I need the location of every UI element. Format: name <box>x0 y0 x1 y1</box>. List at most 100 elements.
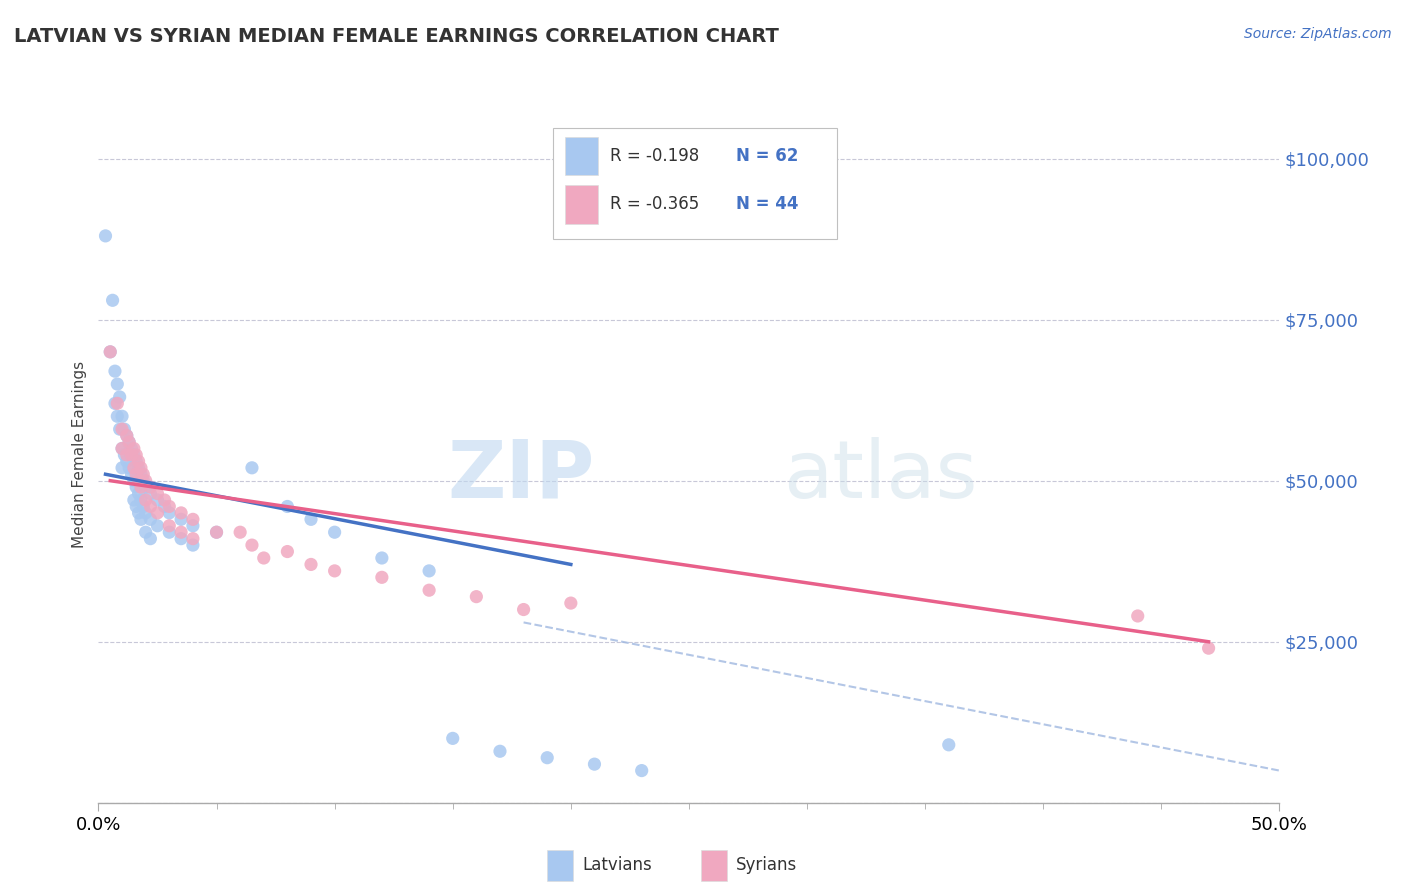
Point <box>122 460 145 475</box>
Point <box>135 493 157 508</box>
Point <box>139 486 162 500</box>
FancyBboxPatch shape <box>553 128 837 239</box>
Text: N = 44: N = 44 <box>737 195 799 213</box>
Point <box>253 551 276 566</box>
Point <box>111 460 134 475</box>
Point <box>153 493 176 508</box>
Text: Latvians: Latvians <box>582 856 652 874</box>
Point <box>94 228 117 243</box>
Point <box>121 442 143 456</box>
Point <box>129 493 152 508</box>
Point <box>135 474 157 488</box>
Point <box>146 486 169 500</box>
Point <box>371 551 394 566</box>
Point <box>115 448 138 462</box>
Point <box>560 596 582 610</box>
Point <box>157 500 180 514</box>
Point <box>122 448 145 462</box>
Text: Syrians: Syrians <box>737 856 797 874</box>
Point <box>583 757 606 772</box>
Point <box>98 344 121 359</box>
Point <box>122 474 145 488</box>
Point <box>299 558 322 572</box>
Text: atlas: atlas <box>783 437 977 515</box>
Point <box>104 396 127 410</box>
Point <box>111 442 134 456</box>
Point <box>122 493 145 508</box>
Point <box>128 506 150 520</box>
Point <box>112 422 135 436</box>
Bar <box>700 850 727 881</box>
Point <box>512 602 534 616</box>
Point <box>122 442 145 456</box>
Bar <box>565 136 598 175</box>
Point <box>240 460 263 475</box>
Point <box>111 409 134 424</box>
Point <box>101 293 124 308</box>
Point <box>129 512 152 526</box>
Point <box>1126 609 1149 624</box>
Text: LATVIAN VS SYRIAN MEDIAN FEMALE EARNINGS CORRELATION CHART: LATVIAN VS SYRIAN MEDIAN FEMALE EARNINGS… <box>14 27 779 45</box>
Bar <box>565 186 598 224</box>
Point <box>157 518 180 533</box>
Y-axis label: Median Female Earnings: Median Female Earnings <box>72 361 87 549</box>
Point <box>118 460 141 475</box>
Point <box>170 512 193 526</box>
Point <box>153 500 176 514</box>
Point <box>105 377 128 392</box>
Text: ZIP: ZIP <box>447 437 595 515</box>
Point <box>146 493 169 508</box>
Point <box>132 474 155 488</box>
Text: R = -0.365: R = -0.365 <box>610 195 699 213</box>
Point <box>1198 641 1220 656</box>
Point <box>146 506 169 520</box>
Point <box>125 467 148 482</box>
Point <box>108 390 131 404</box>
Point <box>205 525 228 540</box>
Point <box>129 460 152 475</box>
Point <box>132 500 155 514</box>
Point <box>105 396 128 410</box>
Point <box>135 525 157 540</box>
Point <box>205 525 228 540</box>
Point <box>121 448 143 462</box>
Point <box>121 467 143 482</box>
Point <box>536 750 558 764</box>
Point <box>135 480 157 494</box>
Point <box>276 544 298 558</box>
Point <box>115 428 138 442</box>
Point <box>118 435 141 450</box>
Point <box>418 564 440 578</box>
Point <box>170 532 193 546</box>
Point <box>125 500 148 514</box>
Point <box>229 525 252 540</box>
Point <box>181 512 204 526</box>
Point <box>938 738 960 752</box>
Point <box>128 454 150 468</box>
Point <box>139 512 162 526</box>
Point <box>418 583 440 598</box>
Point <box>135 506 157 520</box>
Point <box>128 486 150 500</box>
Point <box>129 480 152 494</box>
Point <box>170 506 193 520</box>
Point <box>108 422 131 436</box>
Point <box>630 764 652 778</box>
Point <box>139 500 162 514</box>
Point <box>112 448 135 462</box>
Point <box>181 518 204 533</box>
Point <box>465 590 488 604</box>
Point <box>240 538 263 552</box>
Point <box>139 480 162 494</box>
Point <box>115 454 138 468</box>
Point <box>111 442 134 456</box>
Point <box>276 500 298 514</box>
Point <box>125 448 148 462</box>
Point <box>125 480 148 494</box>
Point <box>105 409 128 424</box>
Point <box>104 364 127 378</box>
Point <box>181 538 204 552</box>
Point <box>128 460 150 475</box>
Point <box>128 474 150 488</box>
Point <box>139 532 162 546</box>
